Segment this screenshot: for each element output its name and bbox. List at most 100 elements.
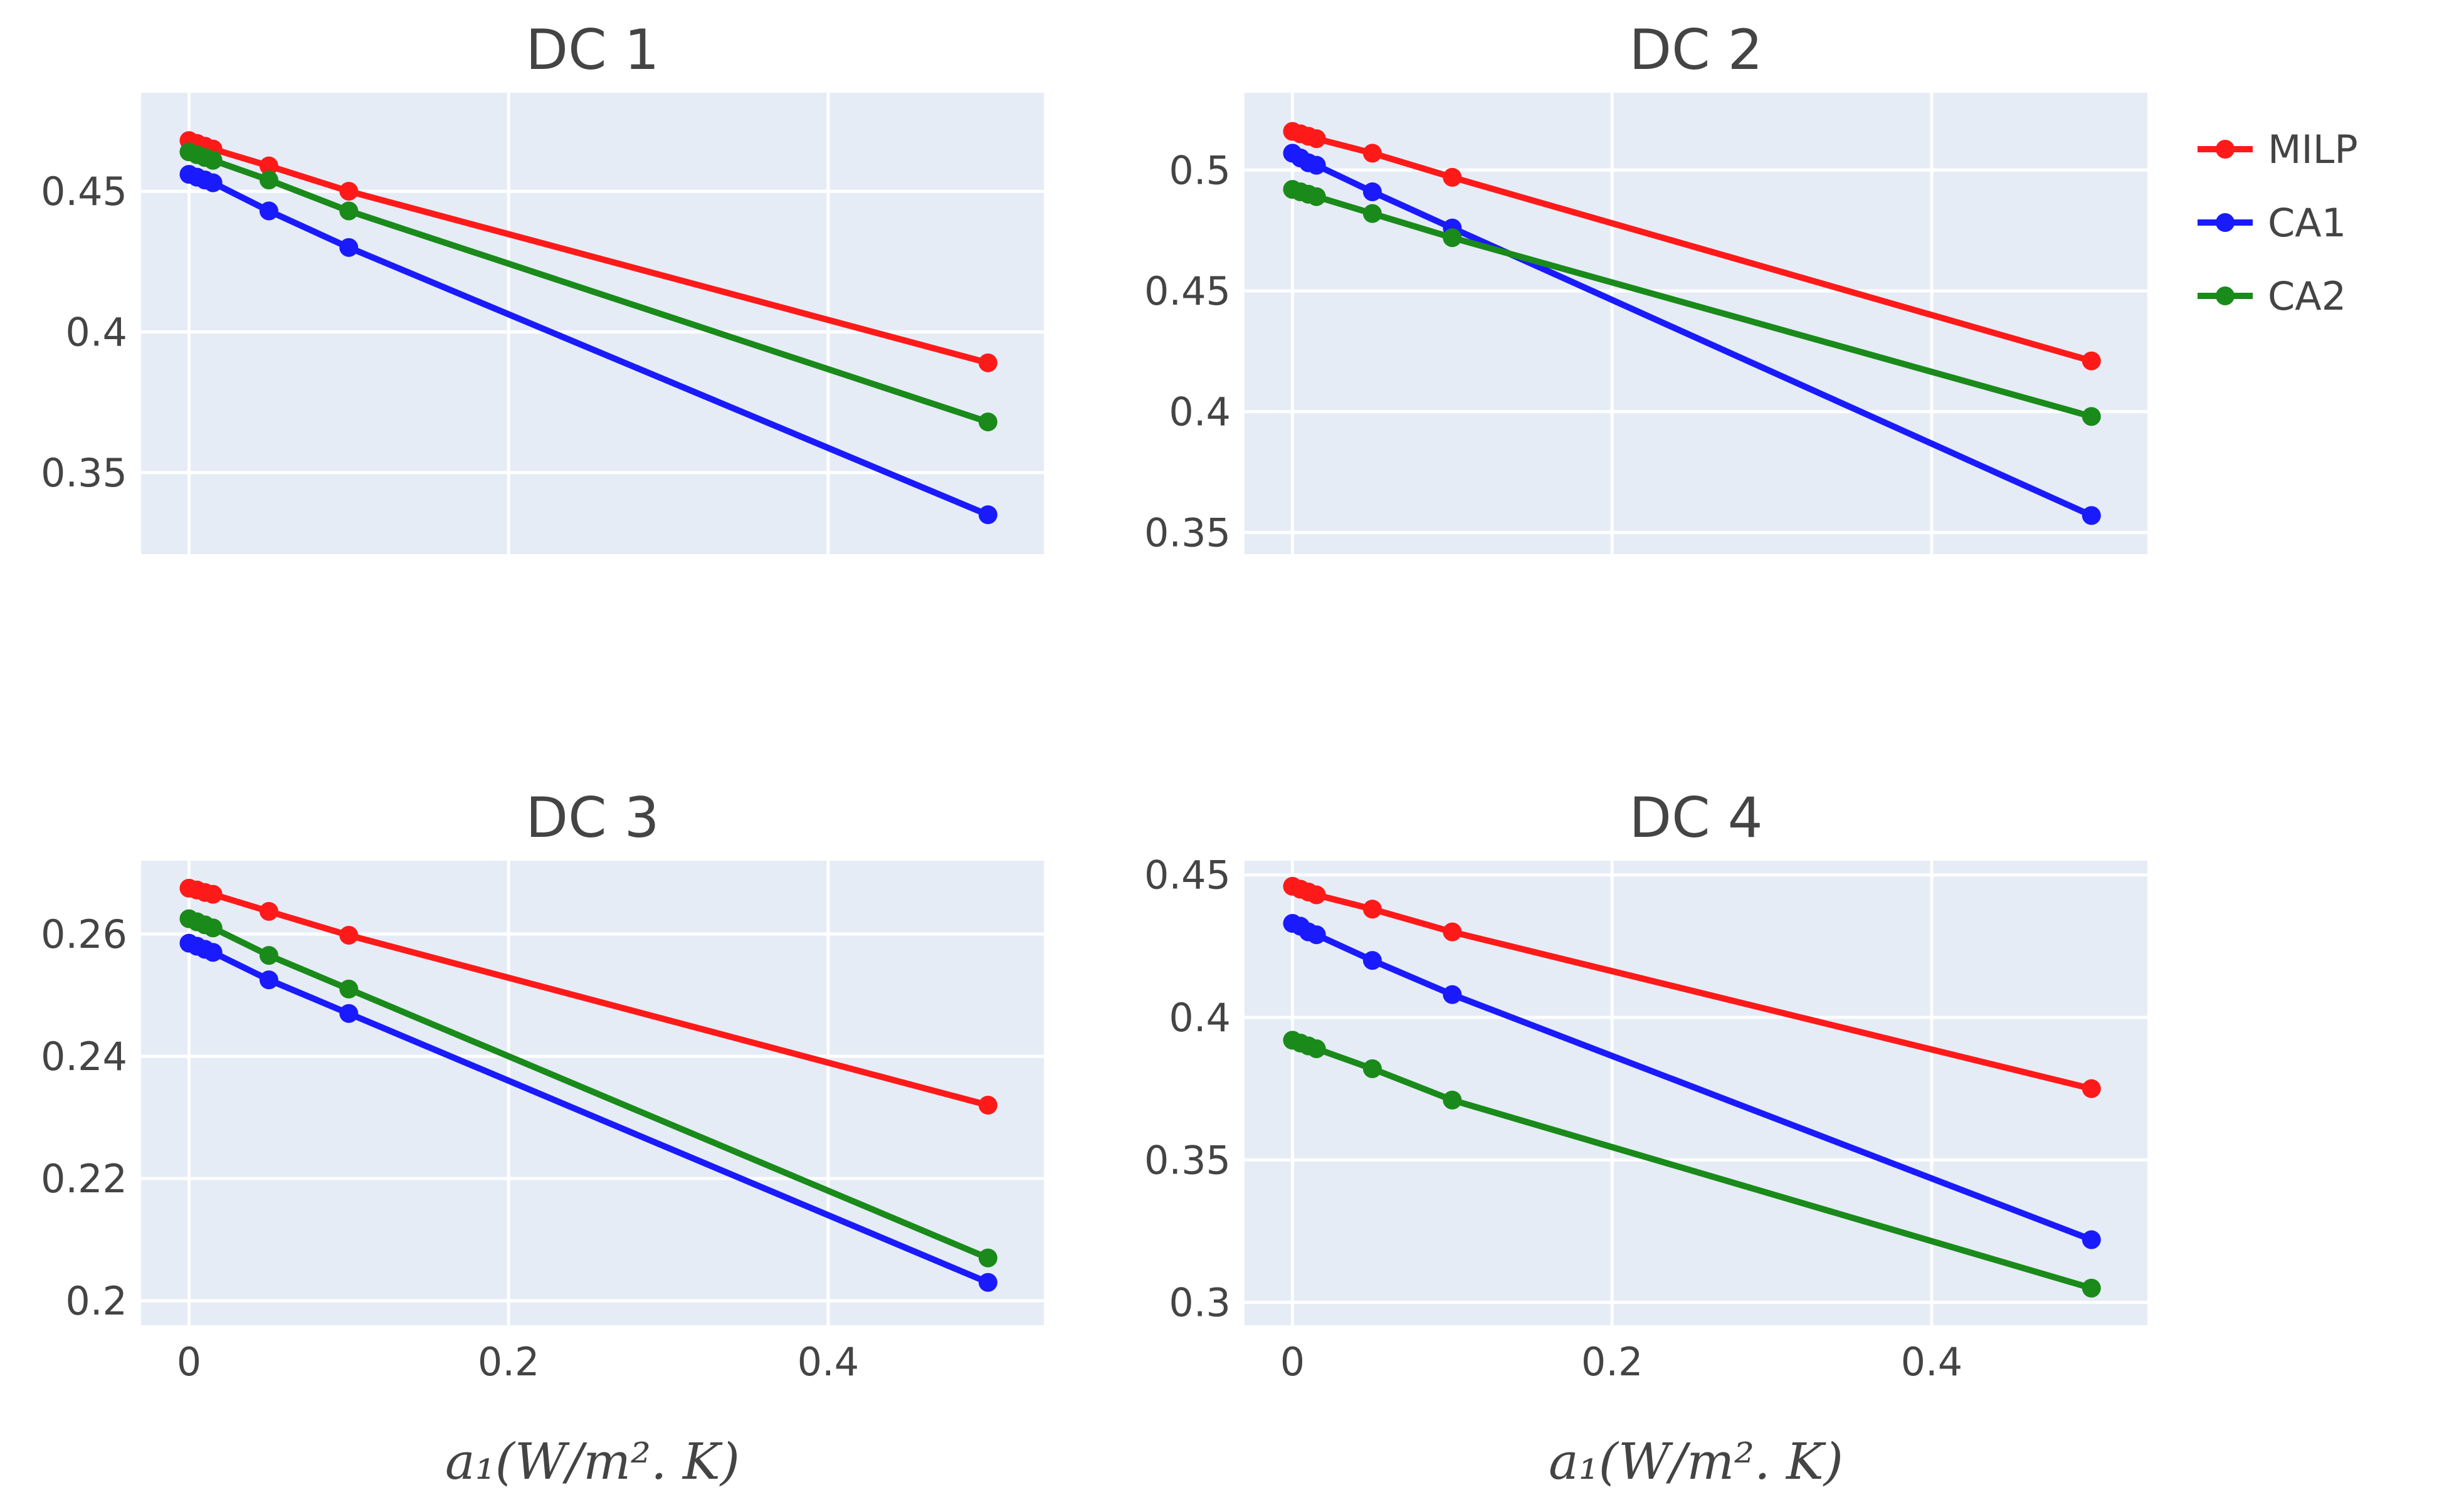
y-tick-label: 0.3 [1169, 1280, 1231, 1326]
y-tick-label: 0.22 [41, 1156, 127, 1202]
data-point-ca1 [259, 970, 278, 990]
subplot-title: DC 3 [525, 785, 659, 850]
data-point-ca2 [259, 171, 278, 190]
subplot-panels: DC 1 0.35 0.4 0.45 DC 2 0.35 0.4 0.45 0.5 DC 3 0.2… [41, 18, 2147, 1491]
x-tick-label: 0.2 [1581, 1339, 1643, 1385]
x-axis-label: a₁(W/m². K) [1549, 1432, 1843, 1491]
data-point-ca1 [1443, 985, 1462, 1004]
data-point-milp [2082, 1079, 2101, 1098]
data-point-milp [259, 901, 278, 921]
legend-label: MILP [2268, 127, 2358, 172]
data-point-ca2 [978, 412, 998, 432]
data-point-milp [1443, 167, 1462, 187]
data-point-milp [1362, 900, 1382, 919]
subplot-1: DC 1 0.35 0.4 0.45 [41, 18, 1044, 554]
data-point-ca1 [1307, 155, 1326, 175]
y-tick-label: 0.24 [41, 1034, 127, 1079]
y-tick-label: 0.5 [1169, 147, 1231, 193]
y-tick-label: 0.4 [1169, 389, 1231, 435]
data-point-milp [203, 885, 223, 904]
series-ca2 [179, 909, 998, 1268]
data-point-ca2 [1443, 1090, 1462, 1110]
data-point-ca1 [339, 238, 359, 257]
legend-item-ca2: CA2 [2198, 273, 2346, 319]
y-tick-label: 0.4 [65, 309, 127, 355]
y-tick-label: 0.35 [41, 450, 127, 496]
x-axis-label: a₁(W/m². K) [445, 1432, 740, 1491]
data-point-ca2 [339, 201, 359, 221]
series-ca2 [1283, 1031, 2101, 1298]
subplot-title: DC 2 [1629, 18, 1762, 82]
data-point-milp [339, 182, 359, 201]
x-tick-label: 0.4 [1901, 1339, 1963, 1385]
data-point-milp [1443, 922, 1462, 942]
series-milp [179, 878, 998, 1115]
series-ca1 [179, 933, 998, 1292]
y-tick-label: 0.26 [41, 911, 127, 957]
y-tick-label: 0.2 [65, 1278, 127, 1324]
data-point-ca1 [1362, 951, 1382, 970]
data-point-ca2 [1362, 204, 1382, 223]
data-point-ca1 [978, 1273, 998, 1292]
data-point-ca1 [1307, 925, 1326, 945]
legend-label: CA2 [2268, 273, 2346, 319]
data-point-ca1 [203, 173, 223, 192]
y-tick-label: 0.45 [41, 169, 127, 214]
subplot-2: DC 2 0.35 0.4 0.45 0.5 [1144, 18, 2147, 555]
series-milp [1283, 122, 2101, 370]
legend-marker [2216, 213, 2235, 232]
legend-item-ca1: CA1 [2198, 200, 2346, 246]
data-point-milp [1362, 144, 1382, 163]
data-point-ca2 [339, 979, 359, 999]
data-point-milp [259, 156, 278, 176]
series-milp [1283, 876, 2101, 1098]
y-tick-label: 0.35 [1144, 1137, 1231, 1183]
data-point-milp [2082, 351, 2101, 370]
x-tick-label: 0.2 [478, 1339, 540, 1385]
y-tick-label: 0.35 [1144, 510, 1231, 555]
subplot-4: DC 4 0.3 0.35 0.4 0.45 0 0.2 0.4 a₁(W/m². K) [1144, 785, 2147, 1491]
data-point-ca1 [978, 505, 998, 525]
x-tick-label: 0 [1280, 1339, 1305, 1385]
y-tick-label: 0.45 [1144, 853, 1231, 898]
series-ca2 [1283, 180, 2101, 426]
data-point-milp [978, 353, 998, 372]
data-point-ca2 [203, 150, 223, 170]
data-point-milp [1307, 129, 1326, 149]
subplot-title: DC 4 [1629, 785, 1762, 850]
data-point-ca2 [2082, 407, 2101, 426]
series-ca2 [179, 142, 998, 432]
x-tick-label: 0 [177, 1339, 201, 1385]
data-point-ca2 [203, 918, 223, 938]
data-point-ca1 [259, 201, 278, 221]
y-tick-label: 0.45 [1144, 268, 1231, 314]
data-point-milp [1307, 885, 1326, 905]
y-tick-label: 0.4 [1169, 995, 1231, 1041]
data-point-ca1 [2082, 1230, 2101, 1249]
data-point-ca1 [1362, 182, 1382, 201]
data-point-ca2 [1307, 1039, 1326, 1059]
legend: MILP CA1 CA2 [2198, 127, 2358, 319]
data-point-ca1 [2082, 506, 2101, 525]
data-point-milp [339, 925, 359, 945]
plot-background [1245, 861, 2147, 1325]
data-point-ca2 [1362, 1059, 1382, 1078]
plot-background [1245, 93, 2147, 554]
data-point-ca1 [203, 943, 223, 962]
legend-item-milp: MILP [2198, 127, 2358, 172]
legend-label: CA1 [2268, 200, 2346, 246]
data-point-ca2 [1307, 187, 1326, 206]
series-ca1 [179, 165, 998, 525]
subplot-title: DC 1 [525, 18, 659, 82]
data-point-ca1 [339, 1004, 359, 1023]
legend-marker [2216, 140, 2235, 159]
data-point-ca2 [259, 946, 278, 965]
x-tick-label: 0.4 [798, 1339, 860, 1385]
subplot-3: DC 3 0.2 0.22 0.24 0.26 0 0.2 0.4 a₁(W/m². K) [41, 785, 1044, 1491]
series-ca1 [1283, 914, 2101, 1249]
series-ca1 [1283, 144, 2101, 525]
legend-marker [2216, 286, 2235, 305]
data-point-ca2 [978, 1248, 998, 1268]
data-point-ca2 [2082, 1278, 2101, 1298]
